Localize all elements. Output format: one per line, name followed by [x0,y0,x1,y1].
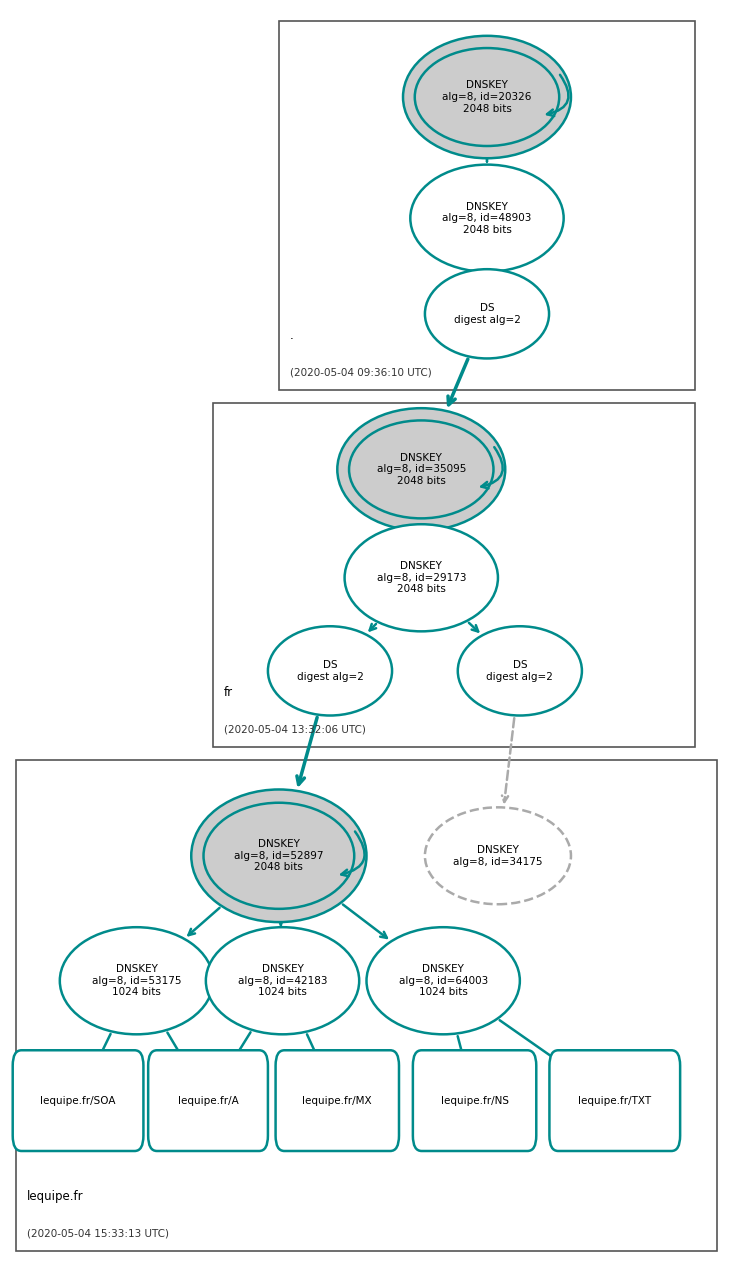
Text: DS
digest alg=2: DS digest alg=2 [487,659,553,681]
Ellipse shape [366,928,520,1034]
Text: .: . [290,328,294,343]
Text: DNSKEY
alg=8, id=52897
2048 bits: DNSKEY alg=8, id=52897 2048 bits [234,840,324,873]
Text: lequipe.fr/A: lequipe.fr/A [177,1095,238,1105]
Ellipse shape [458,626,582,716]
Text: DNSKEY
alg=8, id=64003
1024 bits: DNSKEY alg=8, id=64003 1024 bits [399,964,487,997]
Text: lequipe.fr/SOA: lequipe.fr/SOA [40,1095,116,1105]
Text: lequipe.fr/MX: lequipe.fr/MX [303,1095,372,1105]
Ellipse shape [403,36,571,158]
Ellipse shape [410,165,564,272]
Ellipse shape [425,808,571,905]
Ellipse shape [268,626,392,716]
FancyBboxPatch shape [12,1051,144,1151]
FancyBboxPatch shape [148,1051,268,1151]
Text: DS
digest alg=2: DS digest alg=2 [454,303,520,325]
Text: DNSKEY
alg=8, id=34175: DNSKEY alg=8, id=34175 [453,845,542,866]
Text: (2020-05-04 13:32:06 UTC): (2020-05-04 13:32:06 UTC) [224,725,366,735]
Text: fr: fr [224,686,233,699]
Bar [16,760,717,1251]
Ellipse shape [191,790,366,923]
Text: lequipe.fr/TXT: lequipe.fr/TXT [578,1095,652,1105]
Text: DNSKEY
alg=8, id=53175
1024 bits: DNSKEY alg=8, id=53175 1024 bits [92,964,181,997]
FancyBboxPatch shape [550,1051,680,1151]
Text: DS
digest alg=2: DS digest alg=2 [297,659,364,681]
Text: lequipe.fr/NS: lequipe.fr/NS [441,1095,509,1105]
Ellipse shape [337,408,505,530]
Ellipse shape [206,928,359,1034]
Text: DNSKEY
alg=8, id=29173
2048 bits: DNSKEY alg=8, id=29173 2048 bits [377,561,466,594]
Text: DNSKEY
alg=8, id=48903
2048 bits: DNSKEY alg=8, id=48903 2048 bits [442,202,531,235]
Text: (2020-05-04 15:33:13 UTC): (2020-05-04 15:33:13 UTC) [27,1228,169,1238]
FancyBboxPatch shape [276,1051,399,1151]
Bar [279,20,695,390]
Text: lequipe.fr: lequipe.fr [27,1190,84,1203]
Ellipse shape [425,270,549,358]
Text: DNSKEY
alg=8, id=20326
2048 bits: DNSKEY alg=8, id=20326 2048 bits [442,81,531,114]
FancyBboxPatch shape [413,1051,537,1151]
Bar [213,403,695,748]
Ellipse shape [60,928,213,1034]
Ellipse shape [345,524,498,631]
Text: DNSKEY
alg=8, id=42183
1024 bits: DNSKEY alg=8, id=42183 1024 bits [237,964,327,997]
Text: (2020-05-04 09:36:10 UTC): (2020-05-04 09:36:10 UTC) [290,368,432,377]
Text: DNSKEY
alg=8, id=35095
2048 bits: DNSKEY alg=8, id=35095 2048 bits [377,452,466,486]
